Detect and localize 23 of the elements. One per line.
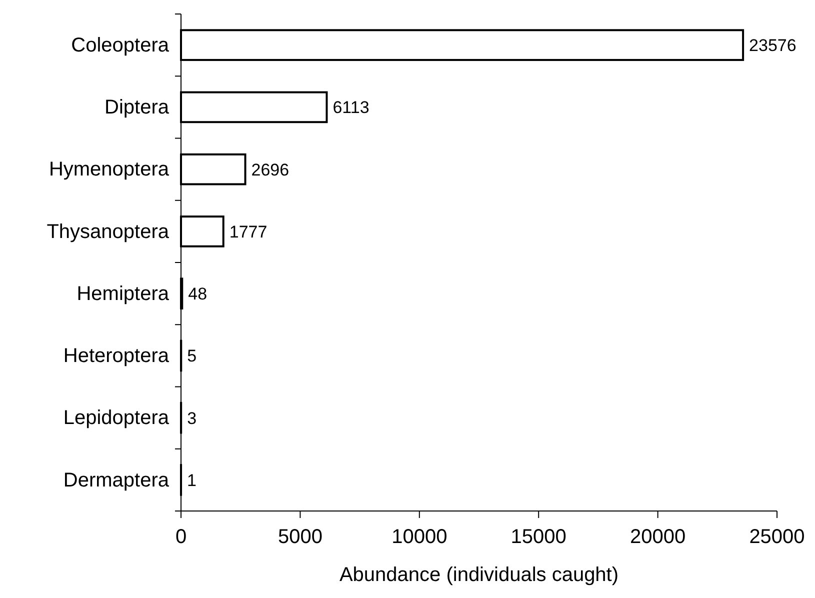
y-tick-label: Coleoptera — [71, 34, 170, 56]
data-label: 1777 — [229, 222, 268, 242]
y-tick-label: Dermaptera — [63, 469, 170, 492]
y-tick-label: Lepidoptera — [63, 407, 170, 430]
y-tick-label: Hemiptera — [76, 282, 170, 305]
y-tick-label: Hymenoptera — [48, 158, 170, 181]
data-label: 3 — [187, 408, 197, 428]
data-label: 2696 — [251, 160, 290, 180]
x-tick-label: 5000 — [278, 526, 322, 548]
x-tick-label: 10000 — [392, 526, 448, 548]
x-tick-label: 25000 — [749, 526, 805, 548]
y-tick-label: Diptera — [104, 96, 170, 119]
x-axis-title: Abundance (individuals caught) — [339, 564, 619, 586]
data-label: 48 — [188, 284, 208, 304]
y-tick-label: Heteroptera — [63, 345, 170, 368]
y-tick-label: Thysanoptera — [46, 220, 170, 243]
x-tick-label: 20000 — [630, 526, 686, 548]
x-tick-label: 15000 — [510, 526, 566, 548]
data-label: 23576 — [749, 36, 796, 56]
data-label: 5 — [187, 346, 197, 366]
x-tick-label: 0 — [175, 526, 187, 548]
data-label: 6113 — [332, 98, 370, 118]
data-label: 1 — [187, 470, 196, 490]
